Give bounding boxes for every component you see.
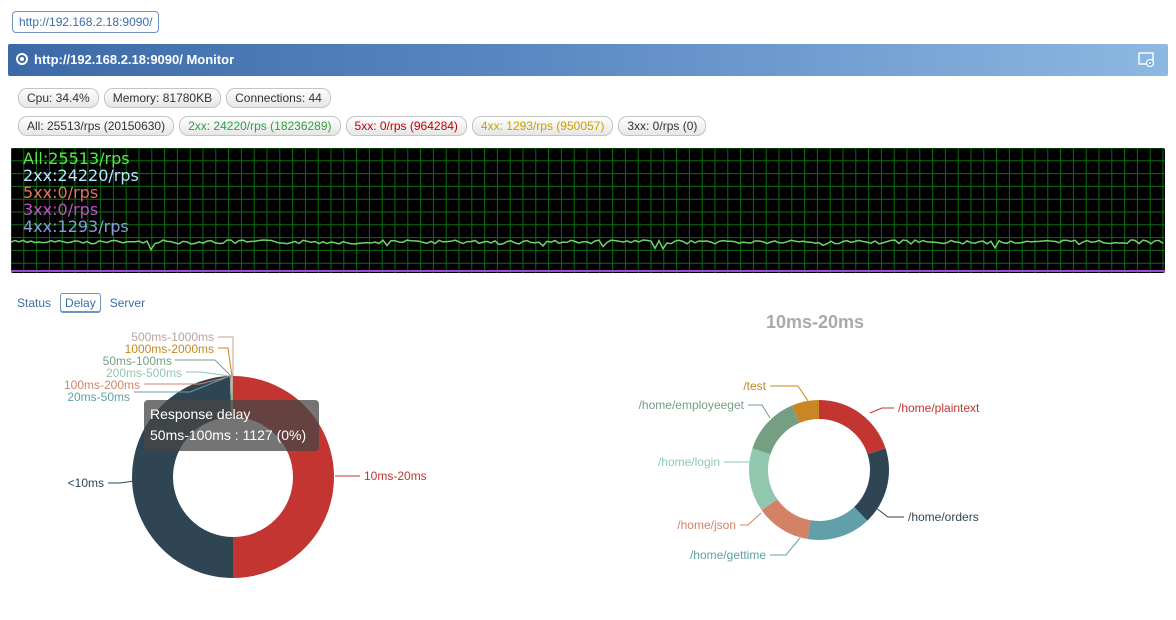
right-chart-title: 10ms-20ms [766,312,865,332]
label-home-orders: /home/orders [908,510,979,524]
system-stats: Cpu: 34.4% Memory: 81780KB Connections: … [18,88,331,108]
3xx-rps-badge: 3xx: 0/rps (0) [618,116,707,136]
label-home-employeeget: /home/employeeget [639,398,745,412]
leader-100ms-200ms [144,376,229,385]
label--10ms: <10ms [68,476,104,490]
tab-delay[interactable]: Delay [60,293,101,313]
leader-home-plaintext [869,407,894,414]
monitor-logo-icon [16,53,28,65]
rps-trace-line [11,239,1164,252]
legend-4xx: 4xx:1293/rps [23,217,129,236]
slice-home-orders[interactable] [854,448,890,521]
rps-graph-legend: All:25513/rps 2xx:24220/rps 5xx:0/rps 3x… [23,150,139,235]
slice-home-employeeget[interactable] [752,405,800,455]
leader-500ms-1000ms [218,336,234,376]
rps-stats: All: 25513/rps (20150630) 2xx: 24220/rps… [18,116,707,136]
leader-test [770,385,809,402]
leader-20ms-50ms [134,377,226,393]
legend-2xx: 2xx:24220/rps [23,166,139,185]
label-1000ms-2000ms: 1000ms-2000ms [125,342,214,356]
label-20ms-50ms: 20ms-50ms [67,390,130,404]
legend-5xx: 5xx:0/rps [23,183,99,202]
2xx-rps-badge: 2xx: 24220/rps (18236289) [179,116,341,136]
label-home-login: /home/login [658,455,720,469]
cpu-badge: Cpu: 34.4% [18,88,99,108]
legend-3xx: 3xx:0/rps [23,200,99,219]
rps-graph-canvas [11,148,1165,273]
rps-graph: All:25513/rps 2xx:24220/rps 5xx:0/rps 3x… [11,148,1165,273]
page-title: http://192.168.2.18:9090/ Monitor [34,52,235,67]
settings-icon[interactable] [1138,52,1156,68]
leader-home-employeeget [748,404,771,419]
label-50ms-100ms: 50ms-100ms [103,354,172,368]
4xx-rps-badge: 4xx: 1293/rps (950057) [471,116,614,136]
tab-status[interactable]: Status [17,296,52,310]
tooltip-title: Response delay [150,406,251,422]
tab-server[interactable]: Server [109,296,146,310]
slice-home-gettime[interactable] [807,506,868,540]
monitor-title-bar: http://192.168.2.18:9090/ Monitor [8,44,1168,76]
connections-badge: Connections: 44 [226,88,331,108]
leader-50ms-100ms [175,359,232,377]
tooltip-line: 50ms-100ms : 1127 (0%) [150,427,307,443]
legend-all: All:25513/rps [23,149,130,168]
label-200ms-500ms: 200ms-500ms [106,366,182,380]
leader-200ms-500ms [186,371,231,377]
leader-home-json [740,512,762,526]
slice-test[interactable] [791,400,819,423]
leader-1000ms-2000ms [218,347,233,377]
label-500ms-1000ms: 500ms-1000ms [131,330,214,344]
leader--10ms [108,480,135,484]
chart-tabs: Status Delay Server [12,293,150,313]
leader-home-gettime [770,537,801,556]
all-rps-badge: All: 25513/rps (20150630) [18,116,175,136]
slice-home-plaintext[interactable] [819,400,886,455]
label-home-gettime: /home/gettime [690,548,766,562]
leader-home-orders [875,507,904,518]
url-link[interactable]: http://192.168.2.18:9090/ [12,11,160,33]
5xx-rps-badge: 5xx: 0/rps (964284) [345,116,467,136]
label-home-json: /home/json [677,518,736,532]
label-home-plaintext: /home/plaintext [898,401,980,415]
label-10ms-20ms: 10ms-20ms [364,469,427,483]
label-100ms-200ms: 100ms-200ms [64,378,140,392]
slice-home-json[interactable] [761,499,811,540]
memory-badge: Memory: 81780KB [103,88,222,108]
label-test: /test [743,379,766,393]
chart-tooltip: Response delay 50ms-100ms : 1127 (0%) [144,400,319,451]
slice-home-login[interactable] [749,448,778,511]
